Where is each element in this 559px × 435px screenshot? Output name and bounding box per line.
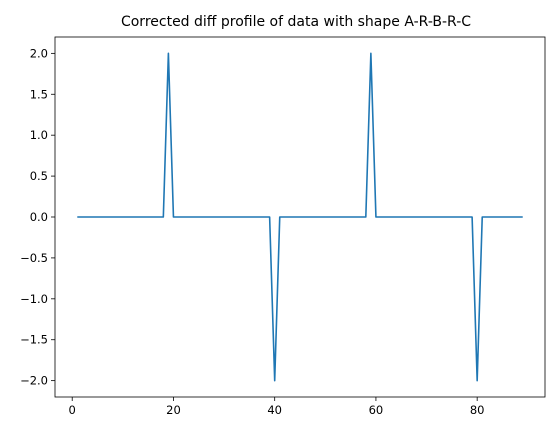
- y-tick-label: 0.0: [30, 210, 48, 224]
- plot-frame: [54, 36, 546, 398]
- y-tick-label: −1.5: [20, 333, 48, 347]
- series-line: [77, 52, 523, 382]
- y-tick-label: −0.5: [20, 251, 48, 265]
- x-tick-label: 60: [369, 403, 384, 417]
- x-axis: 0 20 40 60 80: [69, 397, 485, 417]
- y-tick-label: −1.0: [20, 292, 48, 306]
- y-tick-label: 1.5: [30, 87, 48, 101]
- y-axis: −2.0 −1.5 −1.0 −0.5 0.0 0.5 1.0 1.5 2.0: [20, 46, 55, 388]
- x-tick-label: 20: [166, 403, 181, 417]
- x-tick-label: 40: [267, 403, 282, 417]
- y-tick-label: −2.0: [20, 374, 48, 388]
- y-tick-label: 0.5: [30, 169, 48, 183]
- plot-area: [77, 52, 523, 382]
- x-tick-label: 0: [69, 403, 76, 417]
- chart-title: Corrected diff profile of data with shap…: [121, 14, 471, 30]
- y-tick-label: 2.0: [30, 46, 48, 60]
- y-tick-label: 1.0: [30, 128, 48, 142]
- x-tick-label: 80: [470, 403, 485, 417]
